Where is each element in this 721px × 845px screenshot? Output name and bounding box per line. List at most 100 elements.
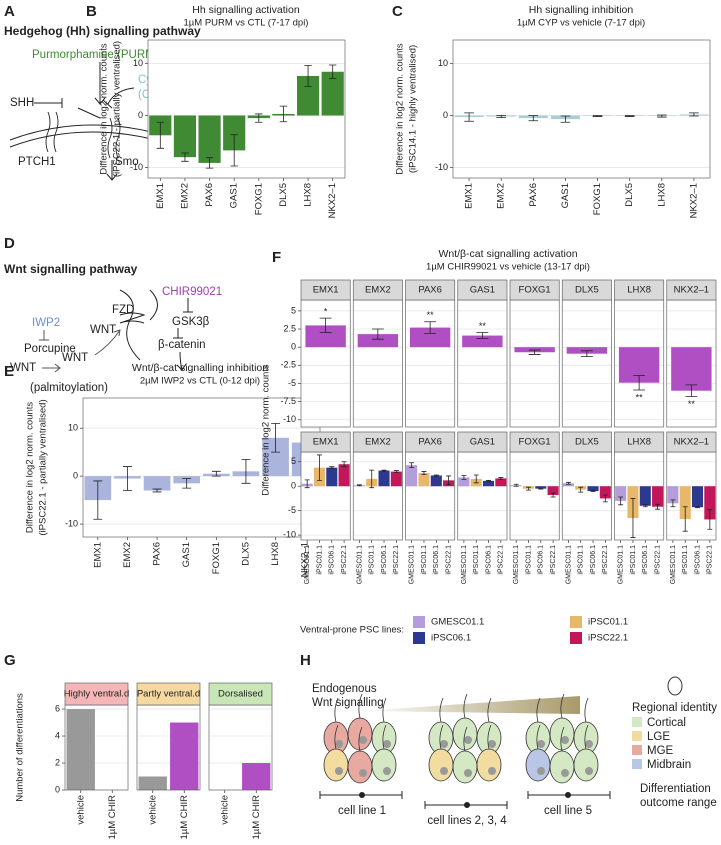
panel-background xyxy=(453,40,710,178)
facet-strip xyxy=(300,431,351,453)
error-bar xyxy=(446,475,452,486)
legend-swatch xyxy=(413,616,425,628)
facet-strip xyxy=(352,279,403,301)
facet-strip xyxy=(405,431,456,453)
nucleus xyxy=(464,769,472,777)
y-tick-label: -5 xyxy=(288,505,296,515)
cell-process xyxy=(584,724,589,750)
bar xyxy=(143,476,171,491)
facet-strip xyxy=(352,431,403,453)
facet-strip xyxy=(136,682,201,706)
y-axis-label: (iPSC22.1 - partially ventralised) xyxy=(112,41,123,177)
x-tick-label: PAX6 xyxy=(528,183,539,207)
error-bar xyxy=(707,509,713,530)
diagram-title: Hedgehog (Hh) signalling pathway xyxy=(4,24,201,38)
facet-strip xyxy=(666,279,717,301)
protein-label: β-catenin xyxy=(158,339,206,351)
panel-background xyxy=(353,300,403,427)
error-bar xyxy=(473,474,479,484)
nucleus xyxy=(383,767,391,775)
error-bar xyxy=(93,480,103,520)
error-bar xyxy=(624,115,635,117)
bar xyxy=(587,486,599,492)
x-tick-label: vehicle xyxy=(219,795,230,825)
error-bar xyxy=(565,481,571,485)
y-axis-label: (iPSC14.1 - highly ventralised) xyxy=(408,45,419,173)
nucleus xyxy=(488,740,496,748)
x-tick-label: EMX2 xyxy=(179,183,190,209)
y-tick-label: 0 xyxy=(73,471,78,481)
x-tick-label: iPSC01.1 xyxy=(578,545,585,575)
bar xyxy=(430,475,442,487)
y-tick-label: -10 xyxy=(435,162,448,172)
chart-title: Wnt/β-cat signalling inhibition xyxy=(132,362,268,374)
error-bar xyxy=(241,458,251,484)
error-bar xyxy=(642,504,648,508)
x-tick-label: iPSC22.1 xyxy=(445,545,452,575)
y-tick-label: -2.5 xyxy=(280,360,296,370)
nucleus xyxy=(440,740,448,748)
inhibition-arrow xyxy=(102,87,135,109)
facet-strip xyxy=(457,431,508,453)
panel-background xyxy=(457,452,507,540)
error-bar xyxy=(421,471,427,475)
facet-label: FOXG1 xyxy=(519,285,551,296)
range-label: cell line 5 xyxy=(544,805,592,817)
cell-process xyxy=(334,697,339,723)
significance-label: ** xyxy=(479,321,487,331)
error-bar xyxy=(409,462,415,469)
panel-border xyxy=(147,39,346,179)
x-tick-label: iPSC06.1 xyxy=(694,545,701,575)
protein-label: PTCH1 xyxy=(18,156,56,168)
x-tick-label: iPSC01.1 xyxy=(316,545,323,575)
panel-background xyxy=(510,300,560,427)
nucleus xyxy=(383,740,391,748)
protein-label: Smo xyxy=(115,156,139,168)
x-tick-label: DLX5 xyxy=(240,542,251,566)
error-bar xyxy=(122,466,132,491)
facet-label: PAX6 xyxy=(418,437,442,448)
cell-process xyxy=(382,724,387,750)
legend-label: MGE xyxy=(647,745,674,757)
y-tick-label: -10 xyxy=(283,529,296,539)
facet-strip xyxy=(561,431,612,453)
range-dot xyxy=(565,792,571,798)
error-bar xyxy=(486,479,491,482)
cell-process xyxy=(439,724,444,750)
y-tick-label: -5 xyxy=(288,378,296,388)
bar xyxy=(495,478,507,487)
y-axis-label: Difference in log2 norm. counts xyxy=(261,364,272,496)
error-bar xyxy=(356,484,362,487)
cell xyxy=(476,748,502,782)
error-bar xyxy=(341,461,347,468)
cell xyxy=(347,750,373,784)
cell-process xyxy=(358,693,363,719)
nucleus xyxy=(359,769,367,777)
error-bar xyxy=(538,487,544,490)
x-tick-label: EMX2 xyxy=(496,183,507,209)
panel-background xyxy=(457,300,507,427)
facet-label: NKX2–1 xyxy=(674,437,709,448)
facet-label: EMX2 xyxy=(365,437,391,448)
x-tick-label: NKX2–1 xyxy=(300,542,311,577)
x-tick-label: iPSC22.1 xyxy=(393,545,400,575)
bar xyxy=(418,473,430,487)
panel-background xyxy=(562,300,612,427)
y-tick-label: 10 xyxy=(438,58,448,68)
x-tick-label: GMESC01.1 xyxy=(618,545,625,584)
nucleus xyxy=(488,767,496,775)
panel-letter: A xyxy=(4,3,15,20)
bar xyxy=(198,115,221,163)
facet-label: Highly ventral.d xyxy=(64,689,129,700)
legend-swatch xyxy=(632,717,642,727)
y-tick-label: 5 xyxy=(291,305,296,315)
legend-label: iPSC06.1 xyxy=(431,633,471,644)
nucleus xyxy=(585,767,593,775)
bar xyxy=(223,115,246,151)
diagram-title: Wnt signalling pathway xyxy=(4,262,138,276)
legend-swatch xyxy=(570,616,582,628)
legend-label: Midbrain xyxy=(647,759,691,771)
protein-label: WNT xyxy=(62,352,88,364)
x-tick-label: iPSC06.1 xyxy=(590,545,597,575)
x-tick-label: LHX8 xyxy=(270,542,281,566)
